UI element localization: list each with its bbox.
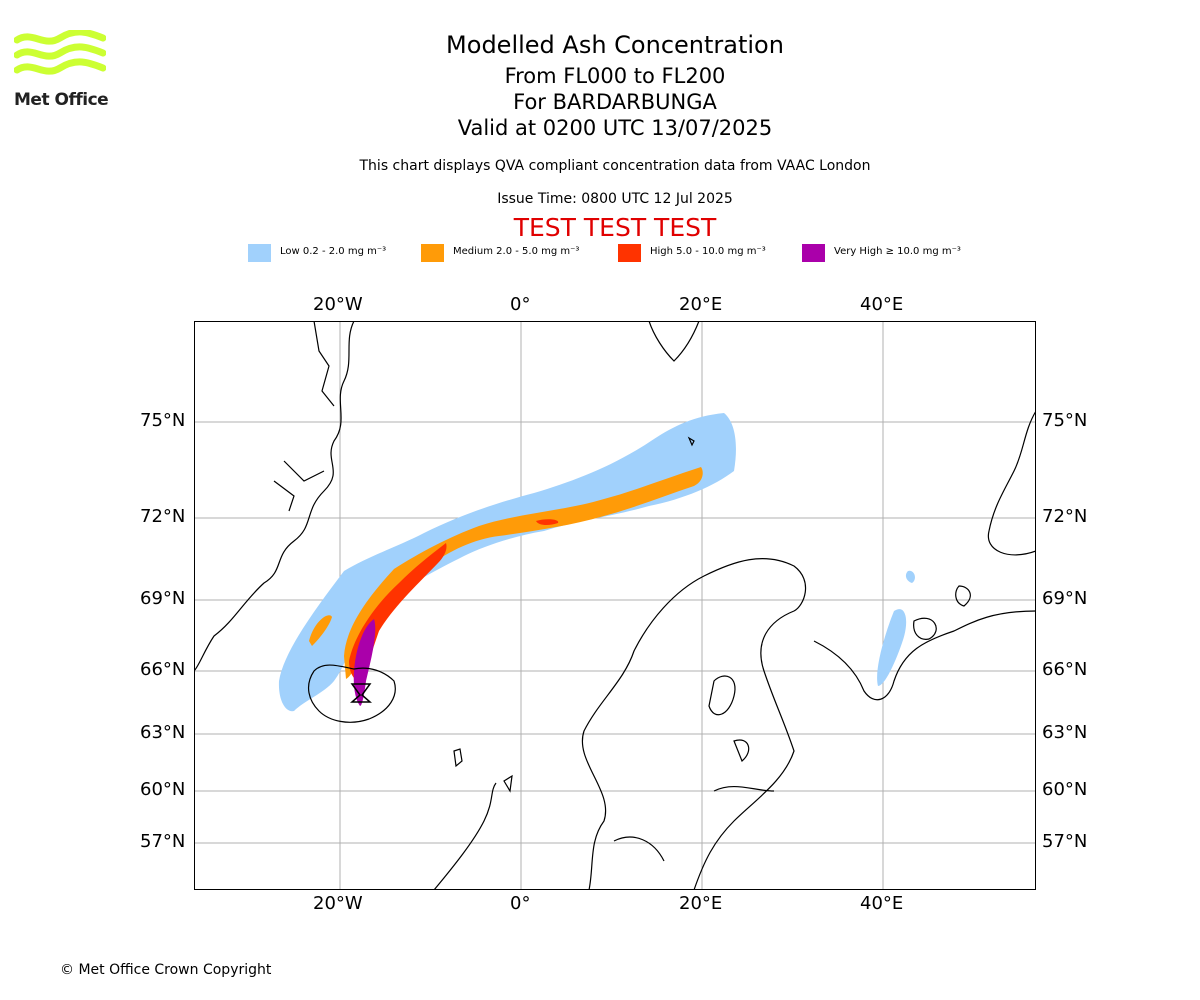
lat-label-right-63n: 63°N: [1042, 722, 1088, 743]
copyright: © Met Office Crown Copyright: [60, 962, 272, 978]
ash-plume-high: [349, 543, 447, 683]
lon-label-top-40e: 40°E: [860, 294, 904, 315]
coast-faroe: [453, 748, 463, 768]
map-frame: [194, 321, 1036, 890]
test-banner: TEST TEST TEST: [513, 213, 717, 242]
coastlines: [194, 321, 1036, 890]
legend-label-medium: Medium 2.0 - 5.0 mg m⁻³: [453, 246, 580, 257]
lat-label-left-63n: 63°N: [140, 722, 186, 743]
ash-plume-medium-west: [309, 615, 332, 646]
lon-label-top-0: 0°: [510, 294, 531, 315]
lat-label-right-75n: 75°N: [1042, 410, 1088, 431]
ash-plume-low-east: [877, 609, 907, 686]
lon-label-bottom-0: 0°: [510, 893, 531, 914]
volcano-marker-icon: [350, 683, 372, 703]
lat-label-left-66n: 66°N: [140, 659, 186, 680]
coast-shetland: [503, 774, 513, 793]
legend-label-high: High 5.0 - 10.0 mg m⁻³: [650, 246, 766, 257]
lon-label-bottom-20e: 20°E: [679, 893, 723, 914]
legend-swatch-high: [618, 244, 641, 262]
legend-label-very-high: Very High ≥ 10.0 mg m⁻³: [834, 246, 961, 257]
lat-label-right-72n: 72°N: [1042, 506, 1088, 527]
coast-baltic: [613, 785, 775, 862]
volcano-name: For BARDARBUNGA: [513, 90, 717, 114]
coast-kola: [813, 610, 1036, 701]
legend-swatch-very-high: [802, 244, 825, 262]
logo-text: Met Office: [14, 90, 109, 110]
lat-label-left-60n: 60°N: [140, 779, 186, 800]
lon-label-bottom-40e: 40°E: [860, 893, 904, 914]
qva-note: This chart displays QVA compliant concen…: [359, 158, 871, 174]
ash-plume-low: [278, 413, 736, 712]
ash-plume-high-patch: [536, 519, 559, 526]
lon-label-bottom-20w: 20°W: [313, 893, 363, 914]
lat-label-right-57n: 57°N: [1042, 831, 1088, 852]
lat-label-left-72n: 72°N: [140, 506, 186, 527]
issue-time: Issue Time: 0800 UTC 12 Jul 2025: [497, 191, 733, 207]
ash-plume-low-east-2: [905, 570, 915, 583]
coast-greenland-fjords: [273, 321, 335, 512]
valid-time: Valid at 0200 UTC 13/07/2025: [457, 116, 773, 140]
lat-label-left-57n: 57°N: [140, 831, 186, 852]
flight-level-range: From FL000 to FL200: [504, 64, 726, 88]
lat-label-right-66n: 66°N: [1042, 659, 1088, 680]
coast-svalbard-2: [687, 436, 695, 447]
lat-label-right-60n: 60°N: [1042, 779, 1088, 800]
lon-label-top-20w: 20°W: [313, 294, 363, 315]
coast-finland-lakes: [708, 675, 750, 762]
coast-scandinavia: [581, 558, 807, 890]
chart-title: Modelled Ash Concentration: [446, 31, 784, 59]
ash-concentration-map: [194, 321, 1036, 890]
legend-label-low: Low 0.2 - 2.0 mg m⁻³: [280, 246, 387, 257]
logo-waves-icon: [14, 30, 106, 75]
legend-swatch-medium: [421, 244, 444, 262]
lat-label-left-75n: 75°N: [140, 410, 186, 431]
coast-white-sea: [913, 585, 971, 640]
coast-greenland: [194, 321, 355, 672]
lon-label-top-20e: 20°E: [679, 294, 723, 315]
lat-label-left-69n: 69°N: [140, 588, 186, 609]
coast-iceland: [307, 664, 396, 723]
coast-novaya-zemlya: [987, 410, 1036, 556]
legend-swatch-low: [248, 244, 271, 262]
lat-label-right-69n: 69°N: [1042, 588, 1088, 609]
coast-scotland: [433, 782, 497, 890]
coast-svalbard: [648, 321, 700, 362]
met-office-logo: Met Office: [14, 30, 109, 110]
